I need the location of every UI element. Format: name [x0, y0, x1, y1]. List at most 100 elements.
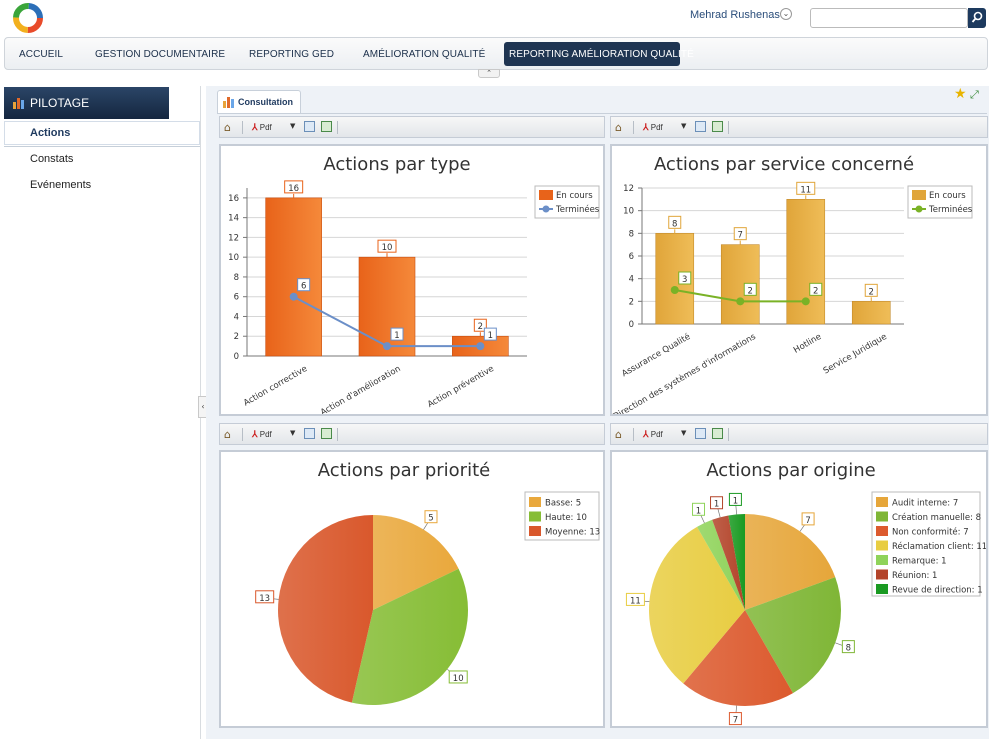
legend-swatch: [876, 511, 888, 522]
pdf-label: Pdf: [650, 430, 663, 439]
line-point[interactable]: [801, 297, 810, 306]
user-menu-chevron-icon[interactable]: ⌄: [780, 8, 792, 20]
x-tick-label: Action corrective: [242, 364, 309, 409]
pdf-button[interactable]: ⅄ Pdf: [643, 429, 663, 440]
y-tick-label: 12: [228, 233, 239, 243]
pdf-button[interactable]: ⅄ Pdf: [252, 429, 272, 440]
tab-consultation[interactable]: Consultation: [217, 90, 301, 113]
legend-swatch: [876, 540, 888, 551]
slice-data-label-text: 1: [696, 506, 701, 516]
chart-svg: Actions par priorité 5 10 13 Basse: 5 Haute: …: [255, 460, 600, 705]
pie-slice[interactable]: [697, 519, 745, 610]
bar-data-label-text: 16: [288, 184, 299, 194]
line-data-label-box: [390, 327, 404, 341]
fullscreen-icon[interactable]: ⤢: [970, 88, 979, 101]
pie-slice[interactable]: [683, 610, 793, 706]
table-icon[interactable]: [695, 428, 706, 439]
bar-data-label: 2: [864, 283, 878, 297]
sidebar-item-evenements[interactable]: Evénements: [30, 179, 92, 191]
chevron-down-icon[interactable]: ▼: [681, 429, 687, 437]
bar[interactable]: [851, 301, 891, 325]
export-excel-icon[interactable]: [712, 428, 723, 439]
nav-item-amelioration-qualite[interactable]: AMÉLIORATION QUALITÉ: [363, 49, 486, 60]
pdf-button[interactable]: ⅄ Pdf: [252, 122, 272, 133]
legend-label: Basse: 5: [545, 499, 581, 509]
nav-item-accueil[interactable]: ACCUEIL: [19, 49, 64, 60]
line-data-label: 2: [809, 282, 823, 296]
legend-label: Terminées: [928, 204, 973, 215]
line-point[interactable]: [670, 286, 679, 294]
sidebar-header[interactable]: PILOTAGE: [4, 87, 169, 119]
legend-swatch: [876, 584, 888, 594]
search-button[interactable]: [968, 8, 986, 28]
home-icon[interactable]: ⌂: [224, 121, 231, 134]
app-logo[interactable]: [12, 2, 44, 34]
pie-slice[interactable]: [712, 515, 745, 610]
legend-label: Terminées: [555, 204, 600, 215]
tab-divider: [217, 113, 987, 114]
legend-label: Non conformité: 7: [892, 527, 969, 538]
line-point[interactable]: [383, 342, 391, 351]
slice-data-label-box: [255, 590, 275, 604]
chevron-down-icon[interactable]: ▼: [681, 122, 687, 130]
chart-panel: Actions par priorité 5 10 13 Basse: 5 Haute: …: [219, 450, 605, 728]
user-name[interactable]: Mehrad Rushenas: [690, 9, 780, 21]
slice-data-label-text: 10: [453, 674, 464, 684]
slice-data-label-text: 1: [714, 500, 719, 510]
line-data-label-box: [483, 327, 497, 341]
pie-slice[interactable]: [745, 577, 841, 694]
pie-slice[interactable]: [373, 515, 459, 610]
pie-slice[interactable]: [745, 514, 836, 610]
nav-item-gestion-documentaire[interactable]: GESTION DOCUMENTAIRE: [95, 49, 226, 60]
home-icon[interactable]: ⌂: [615, 428, 622, 441]
nav-item-reporting-ged[interactable]: REPORTING GED: [249, 49, 335, 60]
pie-slice[interactable]: [278, 515, 373, 703]
chevron-down-icon[interactable]: ▼: [290, 429, 296, 437]
bar-data-label-box: [733, 227, 747, 241]
line-point[interactable]: [736, 297, 745, 306]
toolbar-separator: [633, 428, 634, 441]
search-input[interactable]: [810, 8, 968, 28]
bar-data-label-text: 8: [672, 219, 677, 229]
nav-item-reporting-amelioration-qualite[interactable]: REPORTING AMÉLIORATION QUALITÉ: [509, 49, 694, 60]
sidebar-item-actions-bg: [4, 121, 200, 145]
export-excel-icon[interactable]: [321, 121, 332, 132]
y-tick-label: 10: [228, 253, 239, 263]
legend-swatch: [876, 569, 888, 580]
export-excel-icon[interactable]: [712, 121, 723, 132]
chevron-up-icon: ⌃: [486, 69, 492, 77]
pie-slice[interactable]: [351, 568, 468, 705]
slice-data-label-box: [424, 510, 438, 524]
favorite-star-icon[interactable]: ★: [954, 86, 967, 102]
pdf-button[interactable]: ⅄ Pdf: [643, 122, 663, 133]
y-tick-label: 6: [234, 293, 239, 303]
table-icon[interactable]: [695, 121, 706, 132]
line-data-label-text: 6: [301, 282, 306, 292]
bar[interactable]: [358, 256, 416, 357]
slice-data-label-text: 13: [259, 594, 270, 604]
table-icon[interactable]: [304, 121, 315, 132]
home-icon[interactable]: ⌂: [224, 428, 231, 441]
toolbar-separator: [337, 428, 338, 441]
bar-data-label-box: [284, 180, 304, 194]
sidebar-item-constats[interactable]: Constats: [30, 153, 74, 165]
export-excel-icon[interactable]: [321, 428, 332, 439]
toolbar-separator: [242, 428, 243, 441]
pie-slice[interactable]: [728, 514, 745, 610]
table-icon[interactable]: [304, 428, 315, 439]
chevron-down-icon[interactable]: ▼: [290, 122, 296, 130]
bar-data-label-box: [796, 181, 816, 195]
bar-data-label: 8: [668, 215, 682, 229]
home-icon[interactable]: ⌂: [615, 121, 622, 134]
sidebar-item-actions[interactable]: Actions: [30, 127, 71, 139]
line-data-label-text: 2: [813, 286, 818, 296]
bar[interactable]: [265, 197, 322, 357]
line-point[interactable]: [289, 292, 298, 301]
line-point[interactable]: [476, 342, 485, 351]
slice-data-label-text: 1: [733, 496, 738, 506]
legend-box: [871, 491, 981, 597]
x-tick-label: Action préventive: [426, 363, 496, 410]
sidebar-title: PILOTAGE: [30, 96, 90, 110]
collapse-header-button[interactable]: ⌃: [478, 69, 500, 78]
pie-slice[interactable]: [649, 526, 745, 684]
